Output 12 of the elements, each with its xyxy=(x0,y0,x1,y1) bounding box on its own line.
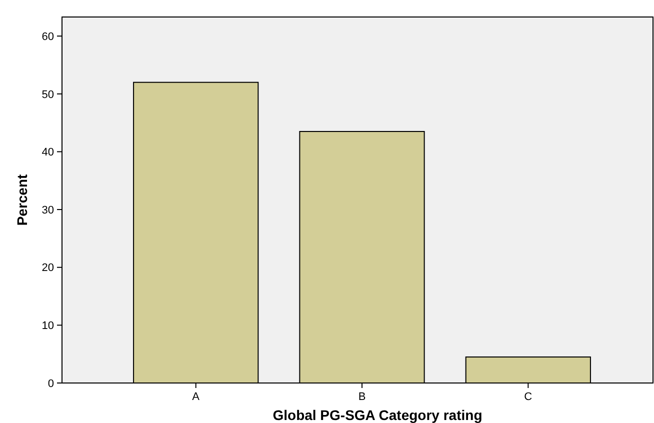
x-tick-label: B xyxy=(358,391,366,403)
x-tick-label: A xyxy=(192,391,200,403)
y-tick-label: 60 xyxy=(42,30,54,43)
y-tick-label: 0 xyxy=(48,378,54,390)
x-axis-title: Global PG-SGA Category rating xyxy=(272,407,482,423)
y-tick-label: 40 xyxy=(42,146,54,159)
x-tick-label: C xyxy=(524,391,532,403)
y-tick-label: 10 xyxy=(42,320,54,332)
y-axis-title: Percent xyxy=(14,174,30,226)
y-tick-label: 30 xyxy=(42,204,54,216)
y-tick-label: 20 xyxy=(42,262,54,274)
y-tick-label: 50 xyxy=(42,88,54,101)
